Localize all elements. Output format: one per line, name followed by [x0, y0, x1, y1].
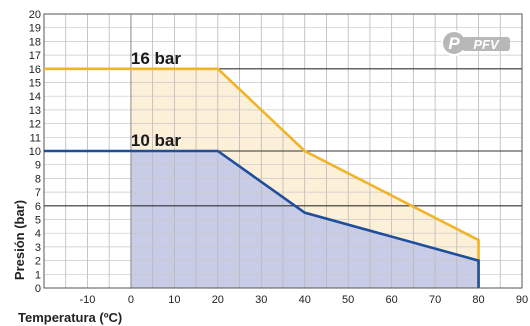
series-label-10-bar: 10 bar [131, 131, 181, 150]
y-tick-label: 15 [29, 78, 41, 90]
x-tick-label: 90 [516, 294, 528, 306]
y-tick-label: 14 [29, 91, 41, 103]
y-tick-label: 1 [35, 269, 41, 281]
series-label-16-bar: 16 bar [131, 49, 181, 68]
x-tick-label: 80 [472, 294, 484, 306]
x-tick-label: 60 [386, 294, 398, 306]
y-tick-label: 17 [29, 50, 41, 62]
y-tick-label: 13 [29, 105, 41, 117]
y-tick-label: 8 [35, 173, 41, 185]
y-tick-label: 19 [29, 23, 41, 35]
x-tick-label: -10 [80, 294, 96, 306]
logo-text: PFV [473, 37, 500, 52]
y-tick-label: 2 [35, 256, 41, 268]
y-axis-title: Presión (bar) [12, 200, 27, 280]
y-tick-label: 9 [35, 160, 41, 172]
x-axis-title: Temperatura (ºC) [18, 310, 122, 325]
x-tick-label: 10 [168, 294, 180, 306]
y-tick-label: 7 [35, 187, 41, 199]
x-tick-label: 20 [212, 294, 224, 306]
x-tick-label: 70 [429, 294, 441, 306]
y-tick-label: 10 [29, 146, 41, 158]
x-tick-label: 50 [342, 294, 354, 306]
y-tick-label: 3 [35, 242, 41, 254]
x-tick-label: 40 [299, 294, 311, 306]
y-tick-label: 11 [30, 132, 41, 144]
x-tick-label: 30 [255, 294, 267, 306]
x-tick-label: 0 [128, 294, 134, 306]
y-tick-label: 18 [29, 36, 41, 48]
logo-letter: P [448, 34, 460, 53]
y-tick-label: 20 [29, 9, 41, 21]
y-tick-label: 6 [35, 201, 41, 213]
y-tick-label: 0 [35, 283, 41, 295]
y-tick-label: 4 [35, 228, 41, 240]
y-tick-label: 5 [35, 215, 41, 227]
y-tick-label: 16 [29, 64, 41, 76]
y-tick-label: 12 [29, 119, 41, 131]
